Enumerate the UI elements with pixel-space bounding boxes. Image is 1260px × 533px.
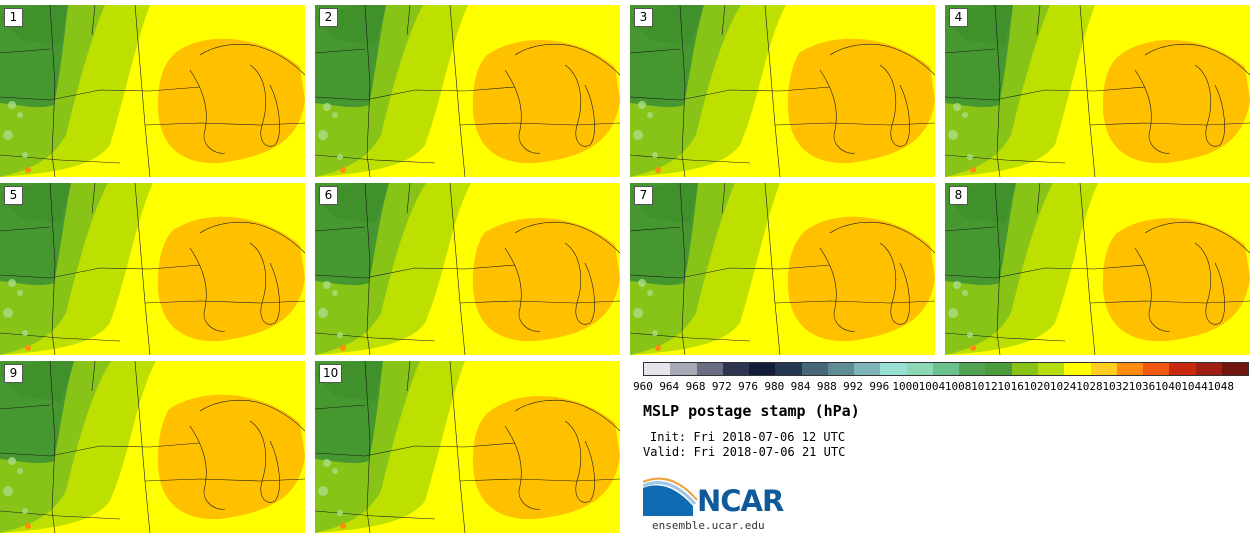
postage-stamp-panel: 9 [0,361,305,533]
colorbar-tick-label: 1020 [1023,380,1051,393]
panel-number-label: 10 [319,364,343,383]
colorbar-swatch [959,363,986,375]
colorbar-tick-label: 1036 [1128,380,1156,393]
colorbar-tick-label: 960 [633,380,653,393]
postage-stamp-panel: 1 [0,5,305,177]
ncar-logo-icon [643,477,698,516]
panel-number-label: 5 [4,186,23,205]
colorbar-swatch [854,363,881,375]
colorbar-swatch [670,363,697,375]
colorbar-tick-label: 1032 [1102,380,1129,393]
postage-stamp-panel: 5 [0,183,305,355]
panel-number-label: 6 [319,186,338,205]
colorbar-tick-label: 1016 [997,380,1024,393]
colorbar-tick-label: 1040 [1154,380,1182,393]
colorbar-swatch [1195,363,1222,375]
colorbar-tick-label: 1000 [892,380,919,393]
colorbar-swatch [696,363,723,375]
colorbar-tick-label: 1044 [1181,380,1208,393]
colorbar-swatch [1116,363,1144,375]
colorbar-tick-label: 1028 [1076,380,1103,393]
colorbar-swatch [880,363,907,375]
colorbar-swatch [1090,363,1117,375]
colorbar-tick-label: 1012 [971,380,998,393]
init-time: Init: Fri 2018-07-06 12 UTC [650,430,846,444]
colorbar-swatch [985,363,1012,375]
colorbar-ticks: 960 964 968 972 976 980 984 988 992 996 1000 1004 10… [633,380,1260,394]
colorbar-swatch [1037,363,1065,375]
colorbar-swatch [1221,363,1249,375]
colorbar-tick-label: 968 [685,380,706,393]
colorbar-tick-label: 992 [843,380,864,393]
valid-time: Valid: Fri 2018-07-06 21 UTC [643,445,846,459]
ncar-logo-text: NCAR [697,484,784,518]
colorbar-tick-label: 1004 [918,380,946,393]
colorbar-swatch [932,363,960,375]
colorbar-tick-label: 1024 [1049,380,1077,393]
site-url: ensemble.ucar.edu [652,519,765,532]
panel-number-label: 9 [4,364,23,383]
colorbar-tick-label: 996 [869,380,890,393]
colorbar-tick-label: 976 [738,380,758,393]
colorbar-swatch [775,363,802,375]
colorbar-tick-label: 1008 [944,380,972,393]
postage-stamp-panel: 4 [945,5,1250,177]
panel-number-label: 1 [4,8,23,27]
colorbar-swatch [906,363,933,375]
chart-title: MSLP postage stamp (hPa) [643,402,860,420]
colorbar-tick-label: 964 [659,380,680,393]
postage-stamp-panel: 2 [315,5,620,177]
postage-stamp-panel: 7 [630,183,935,355]
postage-stamp-panel: 10 [315,361,620,533]
colorbar-tick-label: 988 [816,380,837,393]
panel-number-label: 7 [634,186,653,205]
colorbar-tick-label: 1048 [1207,380,1234,393]
colorbar-swatch [1169,363,1196,375]
colorbar-swatch [644,363,671,375]
colorbar-tick-label: 980 [764,380,785,393]
panel-number-label: 8 [949,186,968,205]
colorbar-swatch [1064,363,1091,375]
colorbar [643,362,1249,376]
colorbar-swatch [1143,363,1170,375]
colorbar-tick-label: 972 [711,380,732,393]
colorbar-swatch [749,363,776,375]
postage-stamp-panel: 8 [945,183,1250,355]
panel-number-label: 2 [319,8,338,27]
colorbar-swatch [722,363,750,375]
colorbar-swatch [801,363,828,375]
postage-stamp-panel: 3 [630,5,935,177]
panel-number-label: 3 [634,8,653,27]
panel-number-label: 4 [949,8,968,27]
colorbar-tick-label: 984 [790,380,811,393]
colorbar-swatch [827,363,855,375]
colorbar-swatch [1011,363,1038,375]
postage-stamp-panel: 6 [315,183,620,355]
